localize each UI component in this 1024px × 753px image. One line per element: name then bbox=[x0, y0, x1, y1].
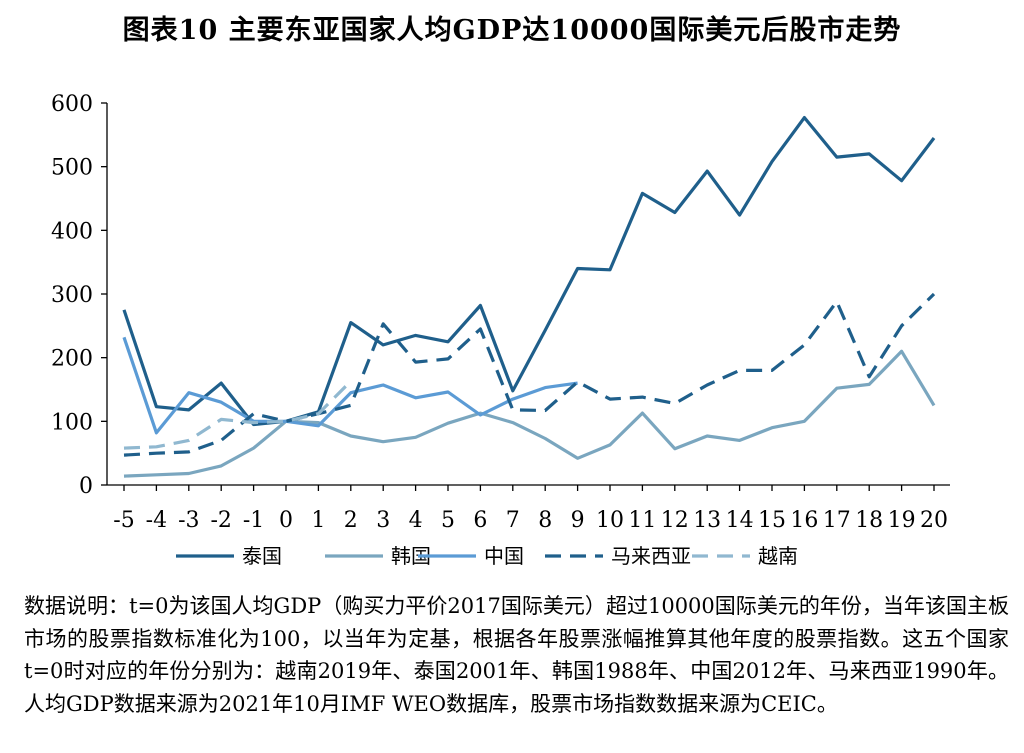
x-tick-label: 9 bbox=[571, 508, 585, 533]
legend-label: 马来西亚 bbox=[611, 544, 691, 568]
series-line-3 bbox=[122, 336, 578, 435]
series-line-5 bbox=[123, 380, 352, 450]
x-tick-label: 19 bbox=[888, 508, 916, 533]
x-tick-label: -5 bbox=[113, 508, 134, 533]
x-tick-label: -3 bbox=[178, 508, 199, 533]
legend: 泰国 韩国 中国 马来西亚 越南 bbox=[176, 544, 798, 568]
legend-label: 泰国 bbox=[242, 544, 282, 568]
x-tick-label: 17 bbox=[823, 508, 851, 533]
x-tick-label: 15 bbox=[758, 508, 786, 533]
series-line-2 bbox=[123, 349, 936, 478]
x-tick-label: 6 bbox=[473, 508, 487, 533]
x-tick-label: -2 bbox=[210, 508, 231, 533]
x-tick-label: 12 bbox=[661, 508, 689, 533]
y-tick-label: 300 bbox=[51, 283, 93, 308]
x-tick-label: 2 bbox=[344, 508, 358, 533]
x-tick-label: 20 bbox=[920, 508, 948, 533]
y-tick-label: 600 bbox=[51, 92, 93, 117]
x-tick-label: 11 bbox=[628, 508, 656, 533]
x-tick-label: -4 bbox=[146, 508, 167, 533]
x-tick-label: 10 bbox=[596, 508, 624, 533]
x-tick-label: 18 bbox=[855, 508, 883, 533]
x-tick-label: 0 bbox=[279, 508, 293, 533]
legend-label: 中国 bbox=[484, 544, 524, 568]
x-tick-label: 1 bbox=[311, 508, 325, 533]
series-line-1 bbox=[122, 116, 936, 427]
y-tick-label: 200 bbox=[51, 347, 93, 372]
data-note: 数据说明：t=0为该国人均GDP（购买力平价2017国际美元）超过10000国际… bbox=[24, 594, 1010, 716]
series-line-4 bbox=[123, 292, 936, 457]
y-tick-label: 0 bbox=[79, 474, 93, 499]
x-tick-label: -1 bbox=[243, 508, 264, 533]
y-tick-label: 400 bbox=[51, 219, 93, 244]
x-tick-label: 14 bbox=[726, 508, 754, 533]
x-tick-label: 4 bbox=[409, 508, 423, 533]
x-tick-label: 5 bbox=[441, 508, 455, 533]
legend-label: 越南 bbox=[758, 544, 798, 568]
x-tick-label: 13 bbox=[693, 508, 721, 533]
series-layer bbox=[122, 116, 936, 478]
y-tick-label: 100 bbox=[51, 410, 93, 435]
x-tick-label: 7 bbox=[506, 508, 520, 533]
chart-title: 图表10 主要东亚国家人均GDP达10000国际美元后股市走势 bbox=[122, 15, 902, 46]
x-tick-label: 16 bbox=[790, 508, 818, 533]
x-tick-label: 8 bbox=[538, 508, 552, 533]
x-tick-label: 3 bbox=[376, 508, 390, 533]
y-tick-label: 500 bbox=[51, 156, 93, 181]
